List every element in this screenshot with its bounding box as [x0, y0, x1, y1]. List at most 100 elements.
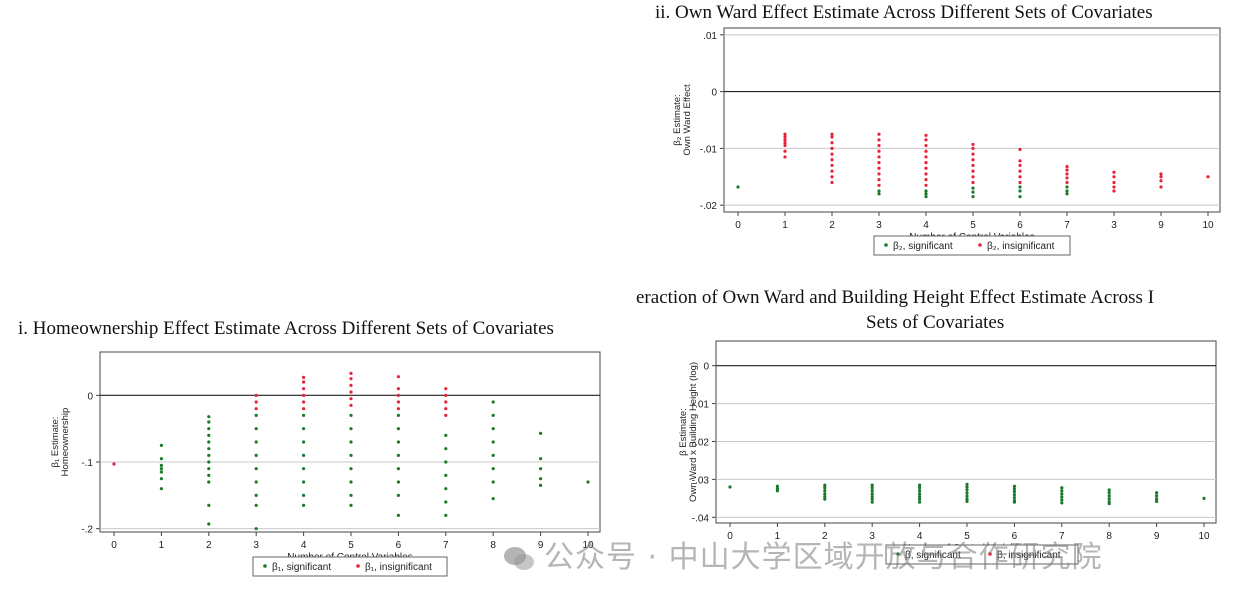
point-significant: [491, 440, 495, 444]
point-insignificant: [444, 400, 448, 404]
point-significant: [870, 500, 874, 504]
point-insignificant: [1159, 172, 1163, 176]
legend-label-significant: β₁, significant: [272, 562, 331, 573]
point-significant: [918, 489, 922, 493]
point-significant: [823, 492, 827, 496]
point-insignificant: [396, 387, 400, 391]
point-significant: [207, 440, 211, 444]
x-tick-label: 7: [1064, 220, 1070, 231]
x-tick-label: 9: [1154, 531, 1160, 542]
point-significant: [1012, 495, 1016, 500]
point-significant: [965, 482, 969, 486]
point-insignificant: [783, 149, 787, 153]
point-significant: [444, 513, 448, 517]
point-significant: [396, 453, 400, 457]
point-insignificant: [924, 155, 928, 159]
point-insignificant: [830, 135, 834, 139]
point-significant: [159, 457, 163, 461]
x-tick-label: 9: [538, 540, 544, 551]
point-insignificant: [877, 143, 881, 148]
point-insignificant: [924, 143, 928, 148]
y-axis-label: β₂ Estimate:: [672, 94, 683, 145]
x-tick-label: 0: [735, 220, 741, 231]
point-significant: [1012, 484, 1016, 488]
point-insignificant: [1018, 175, 1022, 179]
watermark-text: 公众号 · 中山大学区域开放与合作研究院: [544, 540, 1103, 575]
point-insignificant: [830, 175, 834, 179]
point-insignificant: [830, 146, 834, 150]
point-insignificant: [783, 135, 787, 139]
point-significant: [302, 480, 306, 484]
point-significant: [302, 413, 306, 417]
point-insignificant: [1065, 176, 1069, 180]
point-insignificant: [349, 383, 353, 387]
chart-i-plot: 0-.1-.2012345678910Number of Control Var…: [50, 351, 601, 577]
legend-label-insignificant: β₁, insignificant: [365, 562, 432, 573]
point-insignificant: [971, 163, 975, 168]
point-significant: [918, 494, 922, 499]
x-tick-label: 4: [917, 531, 923, 542]
x-tick-label: 3: [869, 531, 875, 542]
point-insignificant: [877, 132, 881, 136]
point-insignificant: [783, 141, 787, 145]
point-insignificant: [1112, 189, 1116, 193]
chart-ii-title: ii. Own Ward Effect Estimate Across Diff…: [655, 2, 1153, 23]
point-significant: [491, 427, 495, 431]
point-significant: [254, 467, 258, 471]
point-significant: [918, 500, 922, 504]
point-significant: [491, 497, 495, 501]
y-axis-label: β₁ Estimate:: [50, 417, 61, 468]
point-insignificant: [877, 149, 881, 153]
point-significant: [539, 467, 543, 471]
point-significant: [539, 477, 543, 481]
point-insignificant: [971, 175, 975, 179]
point-significant: [1012, 492, 1016, 497]
point-insignificant: [783, 138, 787, 142]
point-significant: [396, 467, 400, 471]
point-significant: [207, 427, 211, 431]
point-significant: [539, 457, 543, 461]
point-significant: [877, 189, 881, 193]
point-insignificant: [396, 393, 400, 397]
point-significant: [349, 427, 353, 431]
point-significant: [823, 483, 827, 487]
point-significant: [1155, 497, 1159, 501]
point-insignificant: [396, 375, 400, 379]
x-tick-label: 7: [443, 540, 449, 551]
point-insignificant: [924, 138, 928, 142]
plot-area: [723, 27, 1221, 213]
point-insignificant: [1159, 179, 1163, 183]
point-significant: [491, 413, 495, 417]
point-significant: [254, 503, 258, 507]
point-significant: [396, 413, 400, 417]
point-insignificant: [1065, 164, 1069, 169]
point-significant: [444, 447, 448, 451]
point-insignificant: [924, 149, 928, 153]
point-significant: [823, 497, 827, 501]
point-significant: [1060, 498, 1064, 502]
point-significant: [491, 480, 495, 484]
point-significant: [586, 480, 590, 484]
x-tick-label: 1: [159, 540, 165, 551]
point-significant: [254, 427, 258, 431]
point-insignificant: [1018, 159, 1022, 163]
point-insignificant: [1065, 168, 1069, 172]
legend-label-significant: β, significant: [905, 550, 961, 561]
point-insignificant: [1112, 185, 1116, 189]
point-significant: [254, 480, 258, 484]
point-significant: [1060, 495, 1064, 499]
point-significant: [349, 467, 353, 471]
point-significant: [254, 413, 258, 417]
point-insignificant: [971, 158, 975, 162]
point-significant: [971, 186, 975, 190]
point-significant: [823, 494, 827, 499]
point-insignificant: [830, 169, 834, 173]
point-significant: [965, 494, 969, 498]
point-insignificant: [444, 413, 448, 417]
point-significant: [349, 493, 353, 497]
point-significant: [924, 189, 928, 193]
point-significant: [539, 483, 543, 487]
point-insignificant: [302, 407, 306, 411]
point-insignificant: [783, 143, 787, 148]
y-tick-label: -.04: [692, 513, 710, 524]
